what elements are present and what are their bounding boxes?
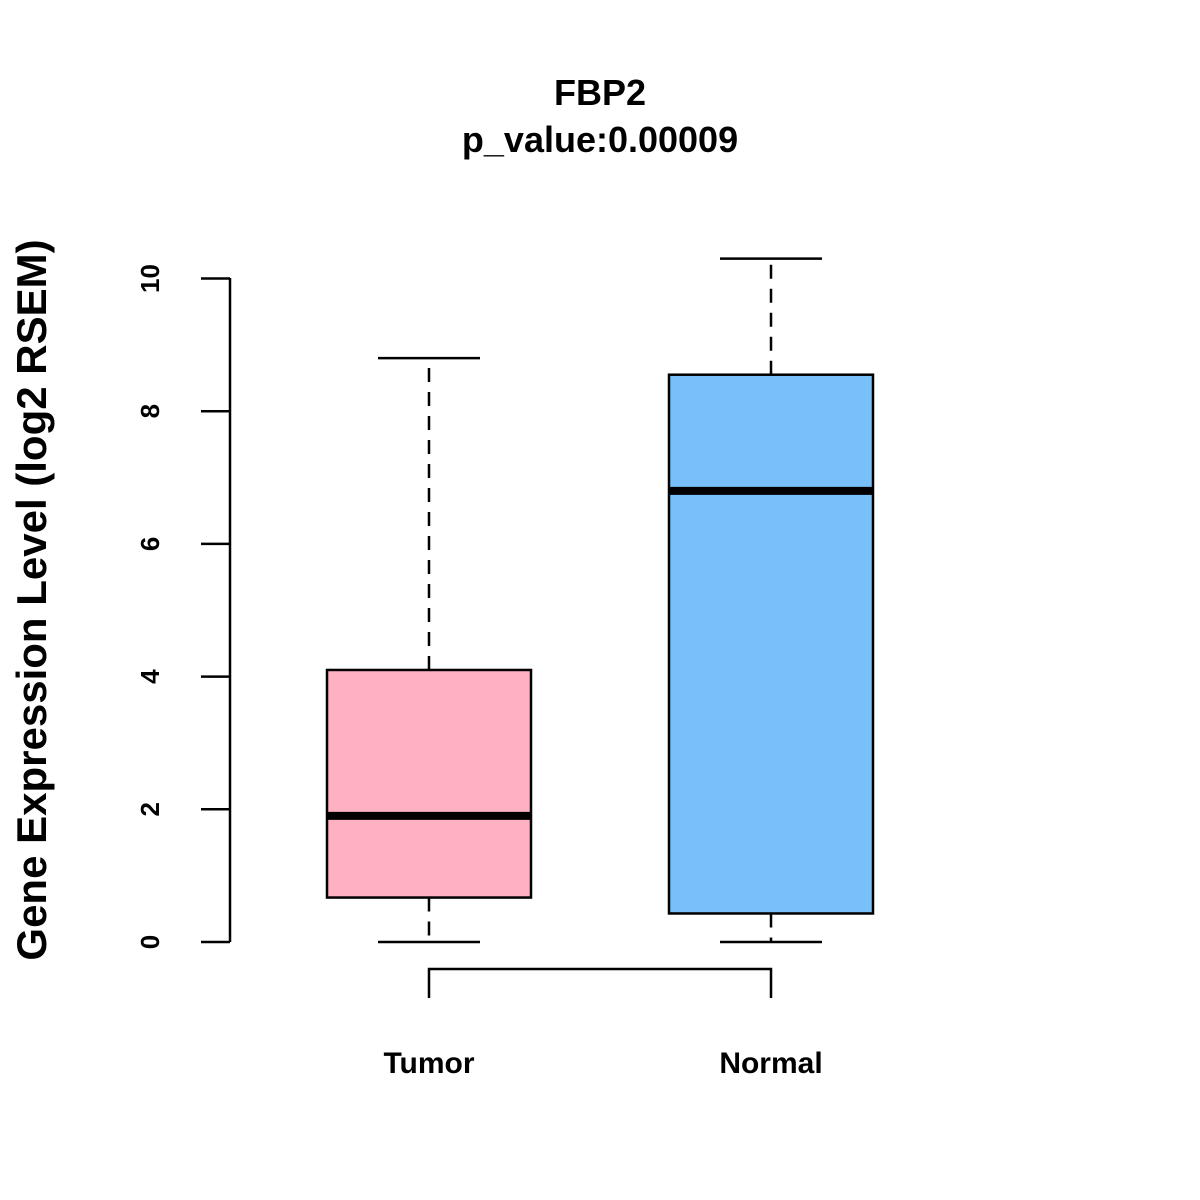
y-tick-label-0: 0 (135, 935, 165, 949)
y-tick-label-4: 4 (135, 669, 165, 684)
y-tick-label-10: 10 (135, 264, 165, 293)
normal-iqr-box (667, 373, 875, 915)
y-tick-label-2: 2 (135, 802, 165, 816)
box-series (325, 257, 875, 944)
chart-subtitle: p_value:0.00009 (462, 119, 738, 160)
comparison-bracket (427, 967, 773, 998)
box-tumor (325, 356, 533, 944)
y-axis-ticks: 0 2 4 6 8 10 (135, 264, 230, 949)
tumor-iqr-box (325, 668, 533, 899)
y-axis-label: Gene Expression Level (log2 RSEM) (8, 239, 55, 960)
chart-title: FBP2 (554, 72, 646, 113)
x-category-labels: Tumor Normal (383, 1047, 822, 1080)
bracket-line (427, 967, 773, 998)
x-category-label-tumor: Tumor (383, 1047, 474, 1080)
x-category-label-normal: Normal (719, 1047, 822, 1080)
y-tick-label-8: 8 (135, 404, 165, 418)
box-normal (667, 257, 875, 944)
y-tick-label-6: 6 (135, 537, 165, 551)
